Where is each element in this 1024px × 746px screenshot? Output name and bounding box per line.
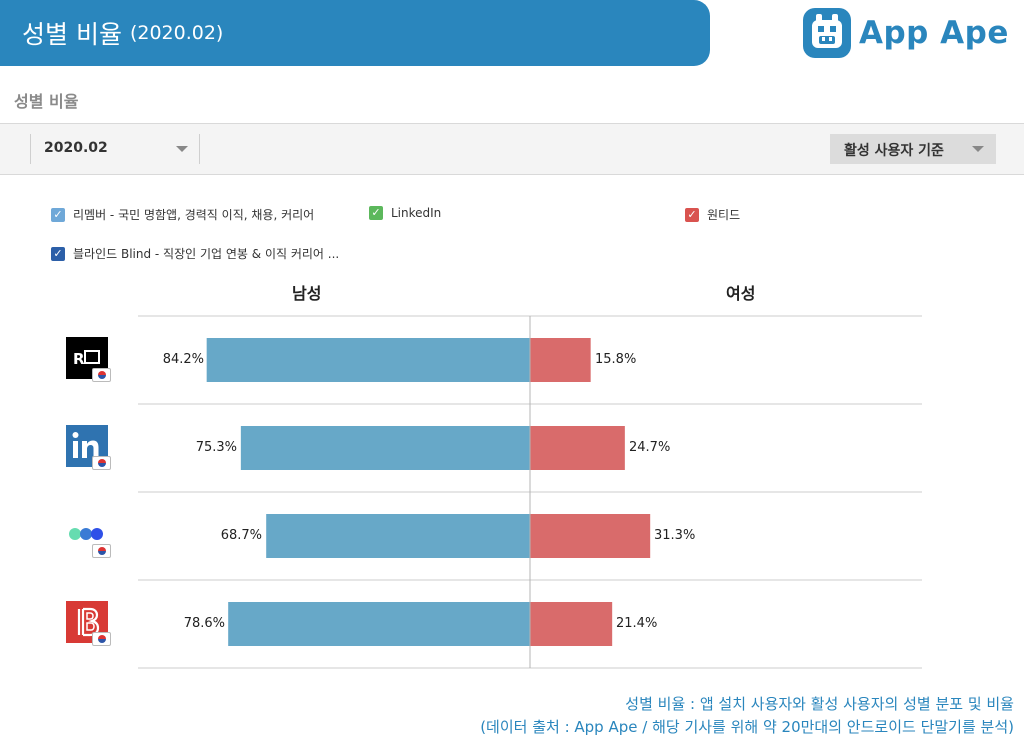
- filter-toolbar: 2020.02 활성 사용자 기준: [0, 123, 1024, 175]
- male-bar: [266, 514, 530, 558]
- period-dropdown-value: 2020.02: [44, 140, 108, 156]
- male-bar: [228, 602, 530, 646]
- male-value-label: 78.6%: [183, 616, 225, 631]
- female-value-label: 21.4%: [616, 616, 658, 631]
- korea-flag-icon: [92, 632, 111, 646]
- korea-flag-icon: [92, 456, 111, 470]
- legend-item-linkedin[interactable]: ✓ LinkedIn: [369, 206, 441, 220]
- male-value-label: 68.7%: [220, 528, 262, 543]
- column-label-male: 남성: [292, 284, 322, 303]
- footnote-line-2: (데이터 출처 : App Ape / 해당 기사를 위해 약 20만대의 안드…: [480, 718, 1014, 736]
- section-title: 성별 비율: [14, 92, 79, 111]
- chevron-down-icon: [972, 146, 984, 152]
- female-bar: [530, 602, 613, 646]
- female-value-label: 24.7%: [629, 440, 671, 455]
- male-bar: [240, 426, 530, 470]
- checkbox-checked-icon[interactable]: ✓: [685, 207, 699, 222]
- legend-label: 블라인드 Blind - 직장인 기업 연봉 & 이직 커리어 ...: [73, 247, 340, 261]
- chevron-down-icon: [176, 146, 188, 152]
- checkbox-checked-icon[interactable]: ✓: [369, 206, 383, 220]
- korea-flag-icon: [92, 368, 111, 382]
- legend-label: 원티드: [707, 208, 741, 222]
- footnote-line-1: 성별 비율 : 앱 설치 사용자와 활성 사용자의 성별 분포 및 비율: [625, 695, 1014, 713]
- remember-app-icon: R: [66, 337, 108, 379]
- checkbox-checked-icon[interactable]: ✓: [51, 207, 65, 222]
- korea-flag-icon: [92, 544, 111, 558]
- female-value-label: 15.8%: [595, 352, 637, 367]
- page-title: 성별 비율: [22, 20, 122, 49]
- header-banner: 성별 비율 (2020.02): [0, 0, 710, 66]
- app-ape-logo: App Ape: [803, 8, 1009, 58]
- legend-item-blind[interactable]: ✓ 블라인드 Blind - 직장인 기업 연봉 & 이직 커리어 ...: [51, 245, 339, 262]
- period-dropdown[interactable]: 2020.02: [30, 134, 200, 164]
- page-period: (2020.02): [129, 22, 224, 44]
- female-bar: [530, 514, 651, 558]
- female-bar: [530, 426, 625, 470]
- male-value-label: 84.2%: [162, 352, 204, 367]
- svg-text:R: R: [73, 350, 85, 368]
- logo-text: App Ape: [859, 15, 1009, 51]
- male-bar: [206, 338, 530, 382]
- checkbox-checked-icon[interactable]: ✓: [51, 246, 65, 261]
- basis-dropdown-value: 활성 사용자 기준: [844, 143, 944, 159]
- column-label-female: 여성: [726, 284, 756, 303]
- male-value-label: 75.3%: [195, 440, 237, 455]
- basis-dropdown[interactable]: 활성 사용자 기준: [830, 134, 996, 164]
- female-bar: [530, 338, 591, 382]
- legend-label: 리멤버 - 국민 명함앱, 경력직 이직, 채용, 커리어: [73, 208, 315, 222]
- female-value-label: 31.3%: [654, 528, 696, 543]
- legend-item-wanted[interactable]: ✓ 원티드: [685, 206, 740, 223]
- legend-item-remember[interactable]: ✓ 리멤버 - 국민 명함앱, 경력직 이직, 채용, 커리어: [51, 206, 314, 223]
- legend-label: LinkedIn: [391, 206, 442, 220]
- app-ape-mascot-icon: [803, 8, 851, 58]
